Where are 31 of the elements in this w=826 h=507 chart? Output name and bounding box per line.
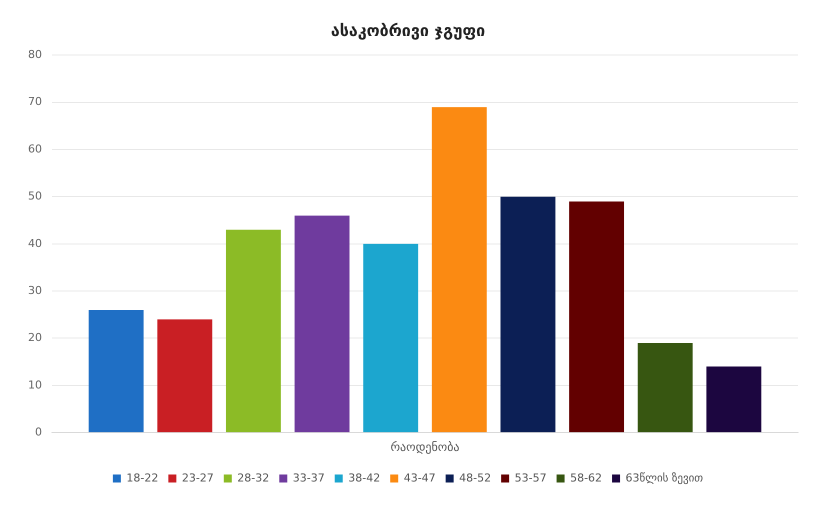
y-tick-label: 10	[28, 378, 42, 392]
y-tick-label: 20	[28, 331, 42, 344]
bar	[88, 310, 144, 432]
bar	[569, 201, 624, 432]
y-tick-label: 80	[28, 48, 42, 62]
bar	[157, 319, 212, 432]
legend-label: 63წლის ზევით	[626, 471, 704, 484]
bar	[706, 366, 762, 432]
y-tick-label: 0	[34, 425, 42, 438]
bar	[226, 230, 281, 432]
y-tick-label: 30	[28, 284, 42, 297]
chart-title: ასაკობრივი ჯგუფი	[330, 20, 486, 40]
legend-label: 38-42	[348, 471, 380, 484]
legend-label: 23-27	[182, 471, 214, 484]
bar	[294, 216, 350, 432]
legend-label: 53-57	[514, 471, 547, 484]
y-tick-label: 60	[28, 142, 42, 156]
y-tick-label: 50	[28, 190, 42, 203]
legend-label: 33-37	[292, 471, 325, 484]
y-tick-label: 40	[28, 236, 42, 250]
y-tick-label: 70	[28, 95, 42, 108]
legend-label: 28-32	[237, 471, 270, 484]
legend-label: 58-62	[570, 471, 602, 484]
x-tick-label: რაოდენობა	[390, 440, 460, 454]
bar	[638, 342, 693, 432]
legend-label: 43-47	[404, 471, 436, 484]
bar	[432, 107, 487, 432]
legend-label: 18-22	[126, 471, 158, 484]
bar	[363, 244, 418, 432]
legend-label: 48-52	[459, 471, 492, 484]
bar	[500, 196, 556, 432]
